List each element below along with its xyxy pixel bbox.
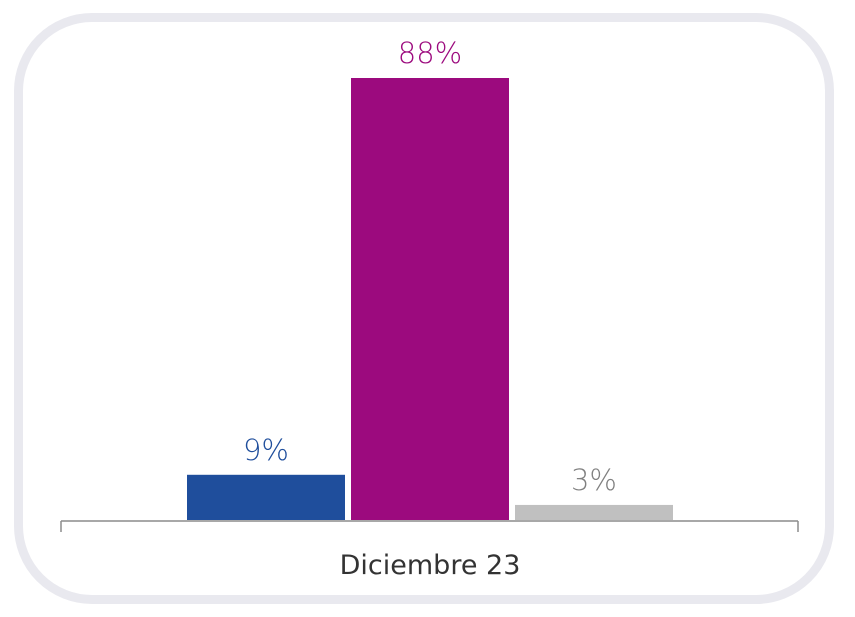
data-label-0: 9% [243,433,289,467]
data-labels-group: 9% 88% 3% [243,36,617,497]
category-label: Diciembre 23 [340,550,521,581]
data-label-1: 88% [398,36,462,70]
bar-88-percent [351,78,509,520]
bars-group [187,78,673,520]
x-axis: Diciembre 23 [60,520,799,581]
bar-3-percent [515,504,673,520]
data-label-2: 3% [571,463,617,497]
bar-9-percent [187,474,345,520]
